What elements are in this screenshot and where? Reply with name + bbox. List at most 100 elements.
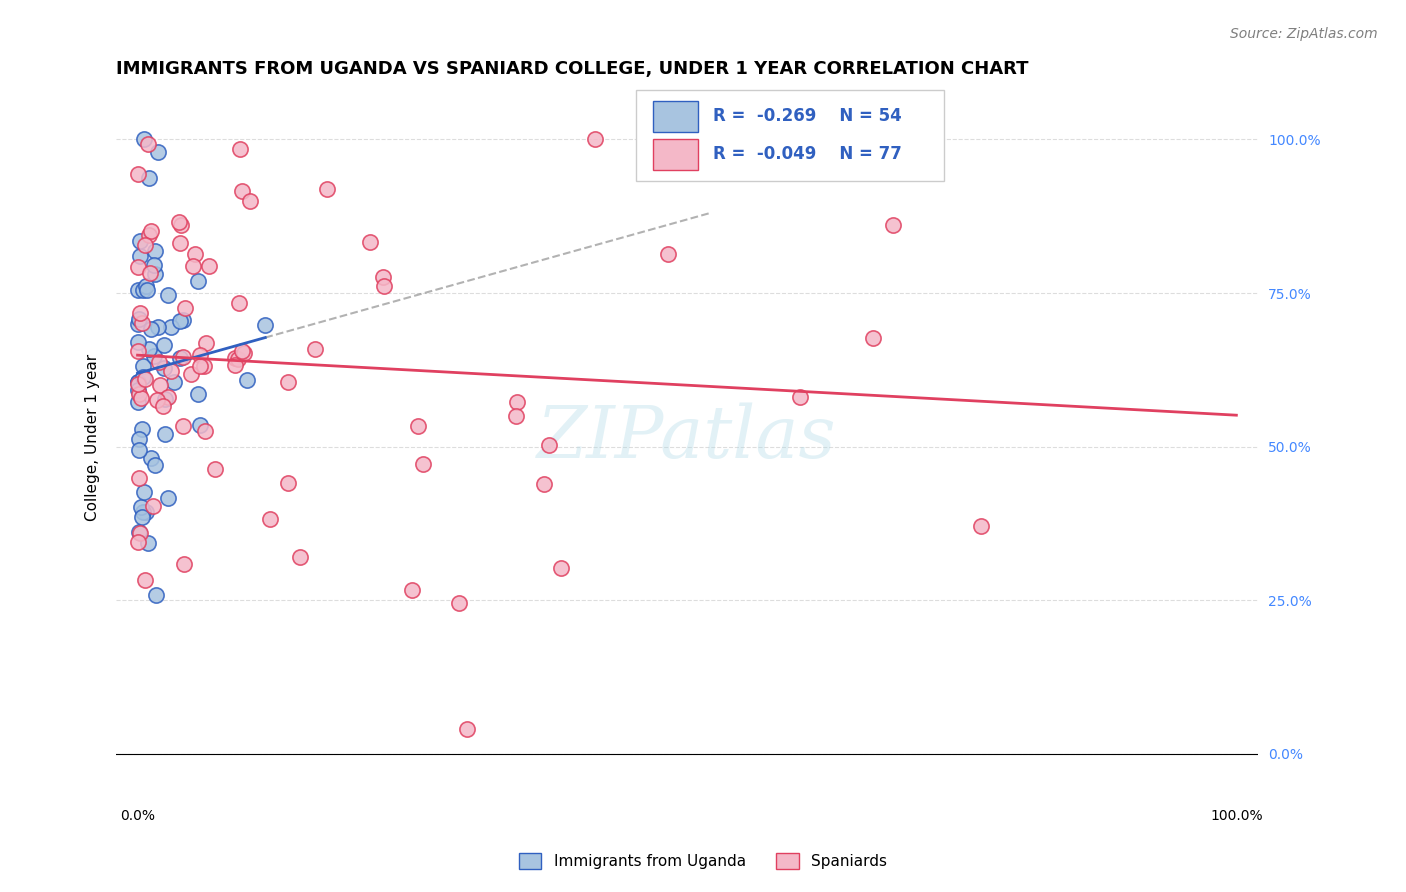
- Point: [153, 392, 176, 406]
- Point: [970, 519, 993, 533]
- Point: [149, 378, 172, 392]
- Point: [190, 417, 212, 432]
- Point: [447, 596, 470, 610]
- Point: [156, 288, 179, 302]
- Point: [127, 375, 149, 389]
- Point: [174, 301, 197, 315]
- Point: [226, 351, 249, 366]
- Point: [153, 427, 176, 442]
- Point: [129, 391, 152, 405]
- Point: [143, 258, 166, 272]
- Point: [412, 457, 434, 471]
- Text: R =  -0.269    N = 54: R = -0.269 N = 54: [713, 107, 903, 125]
- Point: [373, 278, 395, 293]
- Point: [277, 475, 299, 490]
- Point: [152, 399, 174, 413]
- Y-axis label: College, Under 1 year: College, Under 1 year: [86, 354, 100, 521]
- Point: [129, 306, 152, 320]
- Point: [180, 367, 202, 381]
- Text: Source: ZipAtlas.com: Source: ZipAtlas.com: [1230, 27, 1378, 41]
- Point: [127, 383, 149, 397]
- Point: [148, 319, 170, 334]
- Point: [583, 132, 606, 146]
- Point: [132, 369, 155, 384]
- Point: [456, 723, 478, 737]
- Point: [127, 344, 149, 359]
- Point: [138, 228, 160, 243]
- Point: [134, 238, 156, 252]
- Point: [506, 395, 529, 409]
- Text: R =  -0.049    N = 77: R = -0.049 N = 77: [713, 145, 903, 163]
- Point: [143, 458, 166, 472]
- Point: [172, 419, 194, 434]
- Point: [129, 249, 152, 263]
- Point: [136, 536, 159, 550]
- Point: [169, 214, 191, 228]
- Point: [128, 386, 150, 401]
- Point: [128, 443, 150, 458]
- Point: [316, 181, 339, 195]
- Text: 0.0%: 0.0%: [120, 809, 155, 823]
- FancyBboxPatch shape: [652, 101, 699, 132]
- Point: [153, 361, 176, 376]
- Point: [163, 375, 186, 389]
- Point: [239, 194, 262, 208]
- Point: [170, 218, 193, 232]
- Point: [789, 390, 811, 404]
- Point: [128, 524, 150, 539]
- Point: [127, 534, 149, 549]
- Text: ZIPatlas: ZIPatlas: [537, 402, 837, 473]
- Point: [143, 267, 166, 281]
- Point: [537, 438, 560, 452]
- Point: [401, 583, 423, 598]
- Point: [159, 320, 181, 334]
- Point: [224, 358, 246, 372]
- Point: [142, 350, 165, 364]
- Point: [156, 491, 179, 505]
- Point: [127, 284, 149, 298]
- Point: [128, 471, 150, 485]
- Point: [131, 316, 153, 330]
- Point: [228, 141, 250, 155]
- Point: [371, 270, 394, 285]
- Point: [131, 510, 153, 524]
- Point: [406, 419, 429, 434]
- Point: [127, 395, 149, 409]
- Point: [132, 283, 155, 297]
- Point: [127, 377, 149, 392]
- Point: [138, 342, 160, 356]
- Point: [129, 500, 152, 514]
- Point: [254, 318, 277, 333]
- Point: [197, 259, 219, 273]
- Point: [233, 346, 256, 360]
- Point: [129, 525, 152, 540]
- Point: [259, 512, 281, 526]
- Point: [181, 259, 204, 273]
- Point: [231, 184, 253, 198]
- Point: [172, 350, 194, 364]
- Point: [128, 432, 150, 446]
- Point: [187, 274, 209, 288]
- Point: [153, 337, 176, 351]
- Point: [204, 462, 226, 476]
- Point: [127, 375, 149, 389]
- Point: [193, 359, 215, 373]
- Point: [135, 284, 157, 298]
- Point: [533, 477, 555, 491]
- Point: [194, 424, 217, 438]
- Point: [134, 372, 156, 386]
- Point: [277, 375, 299, 389]
- Point: [304, 342, 326, 356]
- Point: [128, 312, 150, 326]
- Point: [135, 505, 157, 519]
- Point: [145, 588, 167, 602]
- Point: [134, 485, 156, 500]
- Point: [224, 351, 246, 365]
- Point: [132, 505, 155, 519]
- Point: [188, 348, 211, 362]
- Point: [169, 313, 191, 327]
- Point: [135, 279, 157, 293]
- Point: [132, 359, 155, 373]
- Point: [505, 409, 527, 423]
- Point: [657, 246, 679, 260]
